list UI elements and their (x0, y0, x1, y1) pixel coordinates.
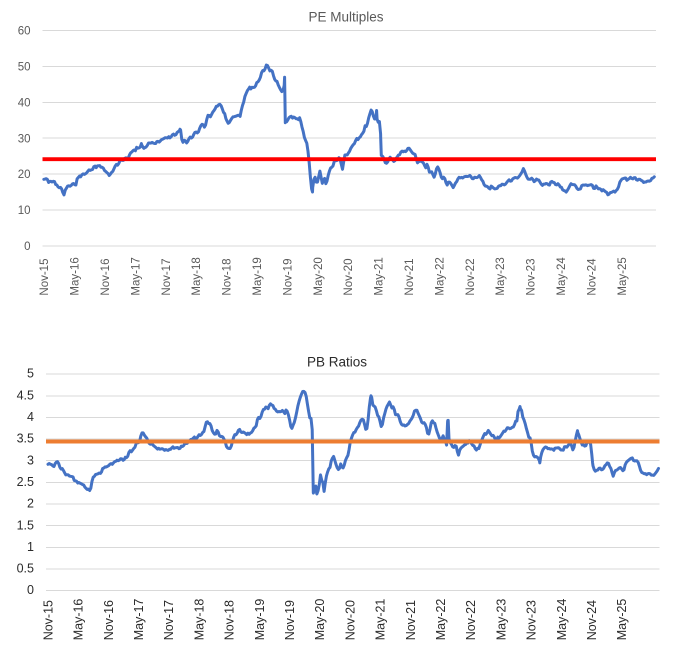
svg-text:Nov-16: Nov-16 (100, 259, 112, 296)
svg-text:Nov-22: Nov-22 (465, 259, 477, 296)
svg-text:May-23: May-23 (495, 257, 507, 295)
svg-text:3: 3 (27, 453, 34, 467)
svg-text:Nov-19: Nov-19 (283, 600, 297, 640)
svg-text:May-18: May-18 (191, 257, 203, 295)
svg-text:Nov-22: Nov-22 (464, 600, 478, 640)
svg-text:Nov-24: Nov-24 (585, 600, 599, 640)
svg-text:Nov-16: Nov-16 (102, 600, 116, 640)
svg-text:Nov-20: Nov-20 (343, 259, 355, 296)
svg-text:May-19: May-19 (253, 599, 267, 641)
svg-text:May-23: May-23 (494, 599, 508, 641)
svg-text:Nov-23: Nov-23 (525, 600, 539, 640)
svg-text:May-17: May-17 (130, 257, 142, 295)
svg-text:2: 2 (27, 497, 34, 511)
svg-text:May-24: May-24 (555, 599, 569, 641)
svg-text:May-21: May-21 (374, 257, 386, 295)
svg-text:4.5: 4.5 (17, 388, 34, 402)
svg-text:Nov-15: Nov-15 (41, 600, 55, 640)
svg-text:Nov-21: Nov-21 (404, 259, 416, 296)
svg-text:20: 20 (18, 169, 31, 181)
svg-text:May-17: May-17 (132, 599, 146, 641)
svg-text:5: 5 (27, 367, 34, 381)
svg-text:Nov-19: Nov-19 (282, 259, 294, 296)
svg-text:50: 50 (18, 62, 31, 74)
svg-text:Nov-17: Nov-17 (162, 600, 176, 640)
svg-text:Nov-23: Nov-23 (526, 259, 538, 296)
svg-text:May-22: May-22 (434, 599, 448, 641)
svg-text:May-18: May-18 (192, 599, 206, 641)
svg-text:1.5: 1.5 (17, 518, 34, 532)
svg-text:May-21: May-21 (374, 599, 388, 641)
svg-text:May-24: May-24 (556, 257, 568, 296)
svg-text:May-20: May-20 (313, 257, 325, 295)
svg-text:0.5: 0.5 (17, 562, 34, 576)
svg-text:PB Ratios: PB Ratios (307, 355, 367, 370)
svg-text:2.5: 2.5 (17, 475, 34, 489)
svg-text:0: 0 (27, 583, 34, 597)
svg-text:Nov-20: Nov-20 (343, 600, 357, 640)
svg-text:0: 0 (24, 241, 30, 253)
svg-text:May-19: May-19 (252, 257, 264, 295)
svg-text:40: 40 (18, 98, 31, 110)
svg-text:Nov-18: Nov-18 (222, 259, 234, 296)
svg-text:Nov-24: Nov-24 (586, 258, 598, 296)
svg-text:10: 10 (18, 205, 31, 217)
svg-text:Nov-18: Nov-18 (223, 600, 237, 640)
svg-text:Nov-15: Nov-15 (39, 259, 51, 296)
svg-text:May-16: May-16 (72, 599, 86, 641)
svg-text:PE Multiples: PE Multiples (308, 10, 383, 25)
svg-text:May-20: May-20 (313, 599, 327, 641)
svg-text:60: 60 (18, 26, 31, 38)
svg-text:Nov-17: Nov-17 (161, 259, 173, 296)
svg-text:May-25: May-25 (615, 599, 629, 641)
svg-text:May-16: May-16 (70, 257, 82, 295)
svg-text:May-25: May-25 (617, 257, 629, 295)
svg-text:Nov-21: Nov-21 (404, 600, 418, 640)
svg-text:3.5: 3.5 (17, 432, 34, 446)
svg-text:4: 4 (27, 410, 34, 424)
svg-text:May-22: May-22 (434, 257, 446, 295)
svg-text:30: 30 (18, 133, 31, 145)
svg-text:1: 1 (27, 540, 34, 554)
